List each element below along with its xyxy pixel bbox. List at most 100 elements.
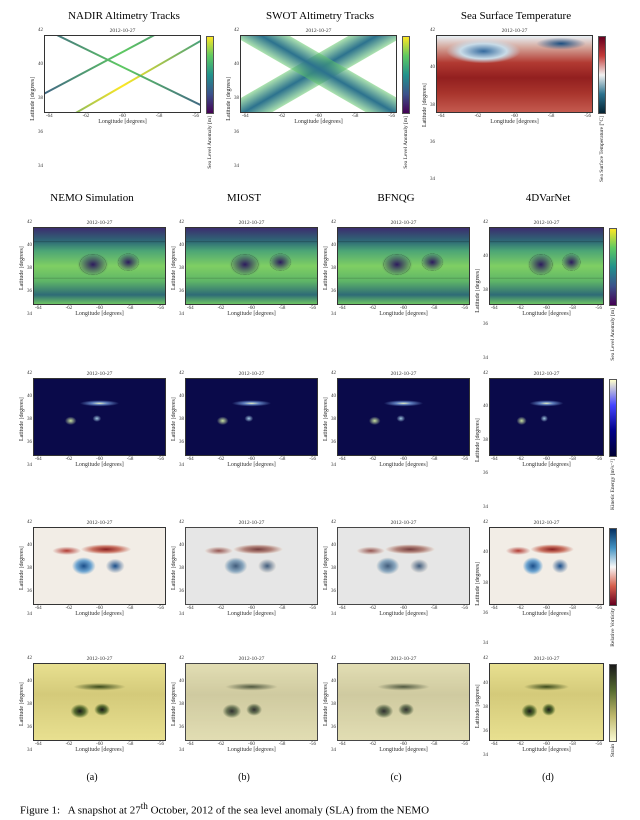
plot-column: 2012-10-27 -64-62-60-58-56 Longitude [de… bbox=[185, 220, 318, 317]
panel: Sea Surface Temperature Latitude [degree… bbox=[421, 10, 611, 182]
caption-body: A snapshot at 27 bbox=[68, 804, 141, 816]
x-axis-label: Longitude [degrees] bbox=[185, 311, 318, 317]
y-ticks: 4240383634 bbox=[26, 371, 33, 468]
y-ticks: 4240383634 bbox=[26, 656, 33, 753]
panel: Latitude [degrees] 4240383634 2012-10-27… bbox=[170, 220, 318, 361]
plot-date: 2012-10-27 bbox=[44, 28, 201, 34]
plot-wrap: Latitude [degrees] 4240383634 2012-10-27… bbox=[474, 520, 622, 647]
colorbar-label: Kinetic Energy [m²s⁻²] bbox=[610, 459, 616, 510]
plot-wrap: Latitude [degrees] 4240383634 2012-10-27… bbox=[29, 28, 219, 169]
x-axis-label: Longitude [degrees] bbox=[33, 611, 166, 617]
plot-column: 2012-10-27 -64-62-60-58-56 Longitude [de… bbox=[240, 28, 397, 169]
plot-date: 2012-10-27 bbox=[337, 371, 470, 377]
panel: Latitude [degrees] 4240383634 2012-10-27… bbox=[18, 520, 166, 647]
y-ticks: 4240383634 bbox=[233, 28, 240, 169]
plot-wrap: Latitude [degrees] 4240383634 2012-10-27… bbox=[18, 220, 166, 317]
plot-column: 2012-10-27 -64-62-60-58-56 Longitude [de… bbox=[185, 656, 318, 753]
x-axis-label: Longitude [degrees] bbox=[337, 747, 470, 753]
plot-date: 2012-10-27 bbox=[33, 656, 166, 662]
sub-label: (d) bbox=[542, 772, 554, 783]
y-axis-label: Latitude [degrees] bbox=[18, 520, 26, 617]
x-axis-label: Longitude [degrees] bbox=[185, 747, 318, 753]
plot-area bbox=[185, 527, 318, 605]
plot-wrap: Latitude [degrees] 4240383634 2012-10-27… bbox=[474, 220, 622, 361]
plot-area bbox=[337, 227, 470, 305]
column-title: NEMO Simulation bbox=[50, 192, 133, 206]
figure-caption: Figure 1: A snapshot at 27th October, 20… bbox=[8, 793, 632, 820]
plot-area bbox=[337, 527, 470, 605]
figure-grid: NADIR Altimetry Tracks Latitude [degrees… bbox=[0, 0, 640, 820]
plot-wrap: Latitude [degrees] 4240383634 2012-10-27… bbox=[322, 220, 470, 317]
plot-column: 2012-10-27 -64-62-60-58-56 Longitude [de… bbox=[489, 220, 604, 361]
plot-column: 2012-10-27 -64-62-60-58-56 Longitude [de… bbox=[33, 371, 166, 468]
plot-wrap: Latitude [degrees] 4240383634 2012-10-27… bbox=[322, 371, 470, 468]
panel: Latitude [degrees] 4240383634 2012-10-27… bbox=[474, 520, 622, 647]
panel: Latitude [degrees] 4240383634 2012-10-27… bbox=[322, 656, 470, 757]
plot-area bbox=[185, 663, 318, 741]
sub-label-cell: (a) bbox=[18, 768, 166, 783]
colorbar-gradient bbox=[609, 664, 617, 742]
col-titles-row: NEMO Simulation MIOSTBFNQG4DVarNet bbox=[8, 192, 632, 210]
y-axis-label: Latitude [degrees] bbox=[170, 220, 178, 317]
plot-date: 2012-10-27 bbox=[489, 220, 604, 226]
y-axis-label: Latitude [degrees] bbox=[18, 656, 26, 753]
plot-date: 2012-10-27 bbox=[436, 28, 593, 34]
plot-area bbox=[33, 227, 166, 305]
plot-area bbox=[436, 35, 593, 113]
panel-title: NADIR Altimetry Tracks bbox=[68, 10, 180, 24]
y-axis-label: Latitude [degrees] bbox=[421, 28, 429, 182]
colorbar-sst: Sea Surface Temperature [°C] bbox=[593, 28, 611, 182]
y-axis-label: Latitude [degrees] bbox=[474, 656, 482, 757]
colorbar-sla: Sea Level Anomaly [m] bbox=[201, 28, 219, 169]
y-ticks: 4240383634 bbox=[482, 371, 489, 510]
plot-date: 2012-10-27 bbox=[185, 656, 318, 662]
x-axis-label: Longitude [degrees] bbox=[489, 611, 604, 617]
plot-wrap: Latitude [degrees] 4240383634 2012-10-27… bbox=[18, 520, 166, 617]
y-ticks: 4240383634 bbox=[330, 656, 337, 753]
plot-wrap: Latitude [degrees] 4240383634 2012-10-27… bbox=[474, 371, 622, 510]
panel: Latitude [degrees] 4240383634 2012-10-27… bbox=[170, 520, 318, 647]
colorbar-label: Sea Level Anomaly [m] bbox=[403, 116, 409, 169]
sub-labels-row: (a)(b)(c)(d) bbox=[8, 768, 632, 783]
plot-area bbox=[33, 663, 166, 741]
colorbar-sla: Sea Level Anomaly [m] bbox=[397, 28, 415, 169]
panel: Latitude [degrees] 4240383634 2012-10-27… bbox=[474, 371, 622, 510]
plot-column: 2012-10-27 -64-62-60-58-56 Longitude [de… bbox=[33, 520, 166, 617]
y-ticks: 4240383634 bbox=[429, 28, 436, 182]
panel: Latitude [degrees] 4240383634 2012-10-27… bbox=[18, 371, 166, 510]
plot-date: 2012-10-27 bbox=[185, 220, 318, 226]
plot-date: 2012-10-27 bbox=[185, 520, 318, 526]
colorbar-label: Relative Vorticity bbox=[610, 608, 616, 647]
x-axis-label: Longitude [degrees] bbox=[185, 462, 318, 468]
plot-column: 2012-10-27 -64-62-60-58-56 Longitude [de… bbox=[33, 656, 166, 753]
col-title-cell: MIOST bbox=[170, 192, 318, 210]
col-title-cell: BFNQG bbox=[322, 192, 470, 210]
plot-wrap: Latitude [degrees] 4240383634 2012-10-27… bbox=[170, 656, 318, 753]
x-axis-label: Longitude [degrees] bbox=[436, 119, 593, 125]
plot-column: 2012-10-27 -64-62-60-58-56 Longitude [de… bbox=[33, 220, 166, 317]
colorbar-sla: Sea Level Anomaly [m] bbox=[604, 220, 622, 361]
y-axis-label: Latitude [degrees] bbox=[322, 520, 330, 617]
y-ticks: 4240383634 bbox=[26, 520, 33, 617]
plot-column: 2012-10-27 -64-62-60-58-56 Longitude [de… bbox=[436, 28, 593, 182]
sub-label: (c) bbox=[390, 772, 401, 783]
plot-area bbox=[33, 527, 166, 605]
y-ticks: 4240383634 bbox=[330, 520, 337, 617]
plot-wrap: Latitude [degrees] 4240383634 2012-10-27… bbox=[170, 371, 318, 468]
plot-area bbox=[33, 378, 166, 456]
y-axis-label: Latitude [degrees] bbox=[474, 520, 482, 647]
sub-label-cell: (d) bbox=[474, 768, 622, 783]
y-ticks: 4240383634 bbox=[178, 520, 185, 617]
plot-wrap: Latitude [degrees] 4240383634 2012-10-27… bbox=[18, 656, 166, 753]
col-title-cell: 4DVarNet bbox=[474, 192, 622, 210]
plot-area bbox=[489, 378, 604, 456]
caption-sup: th bbox=[141, 801, 148, 811]
plot-column: 2012-10-27 -64-62-60-58-56 Longitude [de… bbox=[185, 371, 318, 468]
y-axis-label: Latitude [degrees] bbox=[18, 371, 26, 468]
plot-column: 2012-10-27 -64-62-60-58-56 Longitude [de… bbox=[337, 220, 470, 317]
plot-wrap: Latitude [degrees] 4240383634 2012-10-27… bbox=[474, 656, 622, 757]
colorbar-ke: Kinetic Energy [m²s⁻²] bbox=[604, 371, 622, 510]
y-ticks: 4240383634 bbox=[482, 220, 489, 361]
x-axis-label: Longitude [degrees] bbox=[337, 311, 470, 317]
x-axis-label: Longitude [degrees] bbox=[185, 611, 318, 617]
